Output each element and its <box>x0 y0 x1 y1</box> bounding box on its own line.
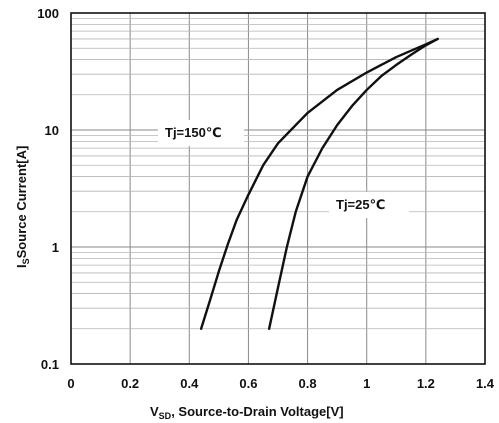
y-tick-label: 100 <box>37 6 59 21</box>
y-axis-label-sub: S <box>21 258 31 264</box>
y-axis-label: ISSource Current[A] <box>14 146 31 268</box>
x-tick-label: 1.2 <box>417 376 435 391</box>
x-tick-label: 0.6 <box>239 376 257 391</box>
x-axis-label-main: V <box>150 404 159 419</box>
x-tick-label: 0.8 <box>299 376 317 391</box>
x-tick-label: 0.4 <box>180 376 199 391</box>
series-label-tj150-text: Tj=150℃ <box>165 125 222 140</box>
y-tick-labels: 0.1 1 10 100 <box>37 6 59 372</box>
x-tick-label: 0 <box>67 376 74 391</box>
grid <box>71 13 485 364</box>
y-tick-label: 1 <box>52 240 59 255</box>
series-line-tj150 <box>199 37 439 330</box>
y-axis-label-main: I <box>14 264 29 268</box>
y-tick-label: 10 <box>45 123 59 138</box>
x-axis-label: VSD, Source-to-Drain Voltage[V] <box>150 404 344 421</box>
x-tick-labels: 0 0.2 0.4 0.6 0.8 1 1.2 1.4 <box>67 376 494 391</box>
x-tick-label: 1 <box>363 376 370 391</box>
plot-frame <box>70 12 486 365</box>
series-label-tj25: Tj=25℃ <box>329 192 409 218</box>
x-tick-label: 0.2 <box>121 376 139 391</box>
x-axis-label-rest: , Source-to-Drain Voltage[V] <box>171 404 343 419</box>
curves <box>199 37 439 330</box>
x-axis-label-sub: SD <box>159 411 172 421</box>
y-tick-label: 0.1 <box>41 357 59 372</box>
series-label-tj150: Tj=150℃ <box>158 120 244 146</box>
y-axis-label-rest: Source Current[A] <box>14 146 29 259</box>
x-tick-label: 1.4 <box>476 376 495 391</box>
series-line-tj25 <box>267 37 439 330</box>
series-label-tj25-text: Tj=25℃ <box>336 197 385 212</box>
